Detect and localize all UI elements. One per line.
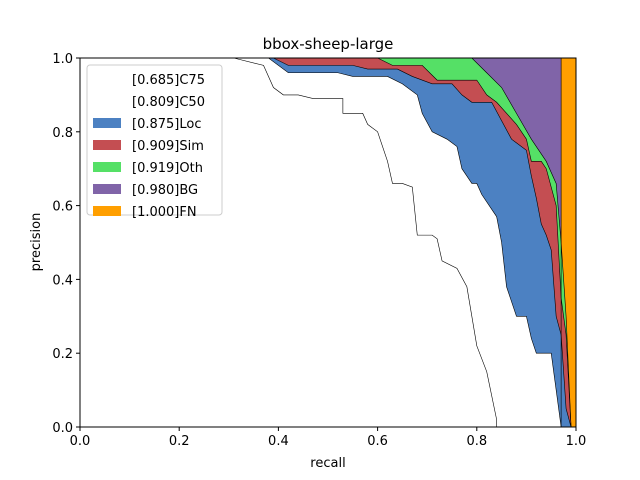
x-tick-label: 0.8 bbox=[466, 434, 487, 449]
curve--0-909-sim bbox=[80, 57, 572, 428]
y-tick-label: 0.6 bbox=[52, 200, 73, 215]
x-tick-label: 0.2 bbox=[169, 434, 190, 449]
legend: [0.685]C75 [0.809]C50 [0.875]Loc [0.909]Sim… bbox=[86, 64, 223, 220]
legend-swatch bbox=[93, 118, 121, 128]
plot-frame bbox=[79, 57, 577, 428]
y-tick-label: 0.4 bbox=[52, 273, 73, 288]
legend-swatch bbox=[93, 206, 121, 216]
chart-title: bbox-sheep-large bbox=[263, 35, 394, 53]
y-tick-label: 0.8 bbox=[52, 126, 73, 141]
legend-swatch bbox=[93, 96, 121, 106]
x-axis-ticks: 0.0 0.2 0.4 0.6 0.8 1.0 bbox=[70, 427, 587, 449]
legend-label: [1.000]FN bbox=[132, 205, 197, 220]
legend-swatch bbox=[93, 184, 121, 194]
legend-label: [0.809]C50 bbox=[132, 95, 205, 110]
x-tick-label: 1.0 bbox=[566, 434, 587, 449]
legend-label: [0.909]Sim bbox=[132, 139, 204, 154]
x-tick-label: 0.4 bbox=[268, 434, 289, 449]
curve--0-919-oth bbox=[80, 57, 572, 428]
legend-label: [0.875]Loc bbox=[132, 117, 201, 132]
legend-swatch bbox=[93, 74, 121, 84]
curve--0-685-c75 bbox=[80, 57, 497, 427]
curve--0-809-c50 bbox=[80, 57, 562, 428]
legend-label: [0.919]Oth bbox=[132, 161, 203, 176]
y-axis-label: precision bbox=[29, 213, 44, 272]
y-axis-ticks: 0.0 0.2 0.4 0.6 0.8 1.0 bbox=[52, 52, 80, 436]
legend-swatch bbox=[93, 140, 121, 150]
legend-swatch bbox=[93, 162, 121, 172]
y-tick-label: 0.2 bbox=[52, 347, 73, 362]
legend-label: [0.980]BG bbox=[132, 183, 198, 198]
x-axis-label: recall bbox=[310, 456, 345, 471]
y-tick-label: 0.0 bbox=[52, 421, 73, 436]
x-tick-label: 0.6 bbox=[367, 434, 388, 449]
y-tick-label: 1.0 bbox=[52, 52, 73, 67]
legend-label: [0.685]C75 bbox=[132, 73, 205, 88]
curve--0-875-loc bbox=[80, 57, 572, 428]
x-tick-label: 0.0 bbox=[70, 434, 91, 449]
